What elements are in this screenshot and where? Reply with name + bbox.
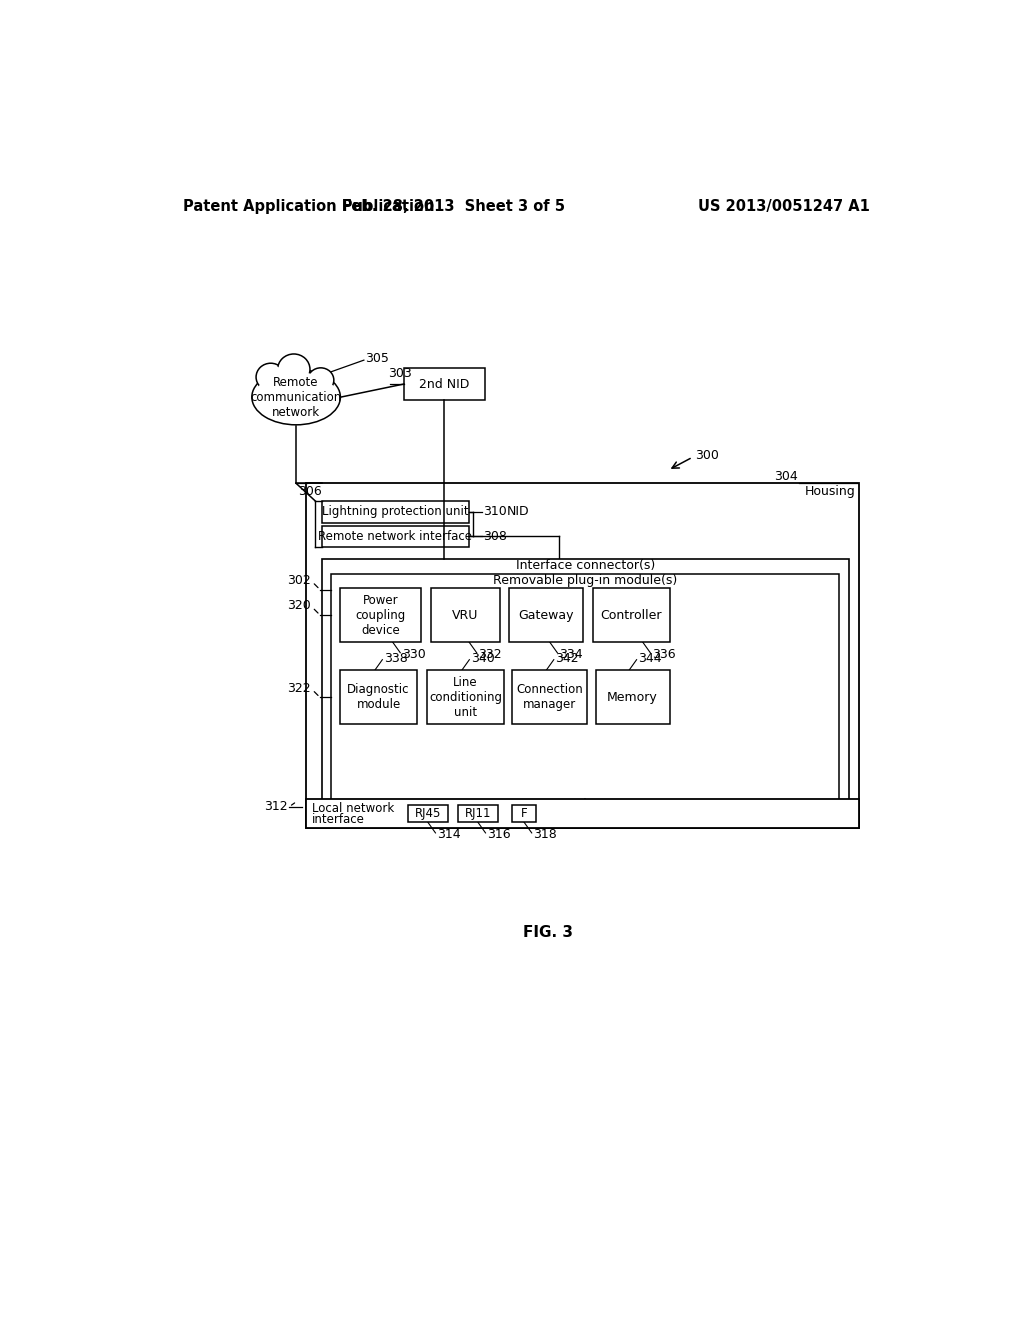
Text: VRU: VRU xyxy=(453,609,478,622)
Text: US 2013/0051247 A1: US 2013/0051247 A1 xyxy=(698,198,869,214)
Bar xyxy=(306,483,859,829)
Bar xyxy=(512,671,587,725)
Text: Removable plug-in module(s): Removable plug-in module(s) xyxy=(493,574,677,587)
Text: 320: 320 xyxy=(287,599,310,612)
Text: 306: 306 xyxy=(298,484,322,498)
Text: Remote
communication
network: Remote communication network xyxy=(251,376,342,418)
Text: 316: 316 xyxy=(487,828,511,841)
Text: 340: 340 xyxy=(471,652,495,665)
Bar xyxy=(322,502,469,523)
Text: 344: 344 xyxy=(638,652,662,665)
Text: 314: 314 xyxy=(437,828,461,841)
Bar xyxy=(322,525,469,548)
Text: Gateway: Gateway xyxy=(518,609,573,622)
Text: 330: 330 xyxy=(401,648,426,661)
Bar xyxy=(408,805,447,822)
Text: 342: 342 xyxy=(555,652,579,665)
Text: Patent Application Publication: Patent Application Publication xyxy=(183,198,434,214)
Ellipse shape xyxy=(307,368,334,392)
Text: NID: NID xyxy=(506,506,529,519)
Text: 332: 332 xyxy=(478,648,502,661)
Text: Remote network interface: Remote network interface xyxy=(318,529,472,543)
Bar xyxy=(431,589,500,642)
Text: 302: 302 xyxy=(287,574,310,587)
Text: 310: 310 xyxy=(483,506,507,519)
Bar xyxy=(331,574,839,801)
Bar xyxy=(306,799,859,829)
Ellipse shape xyxy=(252,370,340,425)
Text: 305: 305 xyxy=(366,352,389,366)
Text: 318: 318 xyxy=(534,828,557,841)
Text: 303: 303 xyxy=(388,367,413,380)
Ellipse shape xyxy=(256,363,286,391)
Text: 308: 308 xyxy=(483,529,507,543)
Text: 312: 312 xyxy=(264,800,288,813)
Text: Memory: Memory xyxy=(607,690,658,704)
Bar xyxy=(509,589,583,642)
Text: FIG. 3: FIG. 3 xyxy=(523,925,572,940)
Text: RJ11: RJ11 xyxy=(465,807,492,820)
Text: Controller: Controller xyxy=(600,609,662,622)
Text: Line
conditioning
unit: Line conditioning unit xyxy=(429,676,502,719)
Text: RJ45: RJ45 xyxy=(415,807,441,820)
Ellipse shape xyxy=(278,354,310,385)
Text: Feb. 28, 2013  Sheet 3 of 5: Feb. 28, 2013 Sheet 3 of 5 xyxy=(342,198,565,214)
Bar xyxy=(593,589,670,642)
Text: Lightning protection unit: Lightning protection unit xyxy=(323,506,469,519)
Bar xyxy=(403,368,484,400)
Text: 304: 304 xyxy=(773,470,798,483)
Ellipse shape xyxy=(280,355,308,383)
Bar xyxy=(596,671,670,725)
Text: 300: 300 xyxy=(695,449,719,462)
Bar xyxy=(340,589,421,642)
Ellipse shape xyxy=(255,372,338,422)
Text: Local network: Local network xyxy=(312,801,394,814)
Text: Connection
manager: Connection manager xyxy=(516,684,584,711)
Text: F: F xyxy=(521,807,527,820)
Bar xyxy=(458,805,498,822)
Text: Diagnostic
module: Diagnostic module xyxy=(347,684,410,711)
Bar xyxy=(427,671,504,725)
Text: 338: 338 xyxy=(384,652,408,665)
Bar xyxy=(512,805,537,822)
Text: Power
coupling
device: Power coupling device xyxy=(355,594,406,636)
Ellipse shape xyxy=(258,364,284,389)
Bar xyxy=(340,671,417,725)
Text: 2nd NID: 2nd NID xyxy=(419,378,470,391)
Text: Interface connector(s): Interface connector(s) xyxy=(516,560,655,573)
Text: 334: 334 xyxy=(559,648,583,661)
Text: 336: 336 xyxy=(652,648,676,661)
Text: 322: 322 xyxy=(287,681,310,694)
Text: interface: interface xyxy=(312,813,366,825)
Bar xyxy=(322,558,849,813)
Ellipse shape xyxy=(309,370,333,391)
Text: Housing: Housing xyxy=(805,484,855,498)
